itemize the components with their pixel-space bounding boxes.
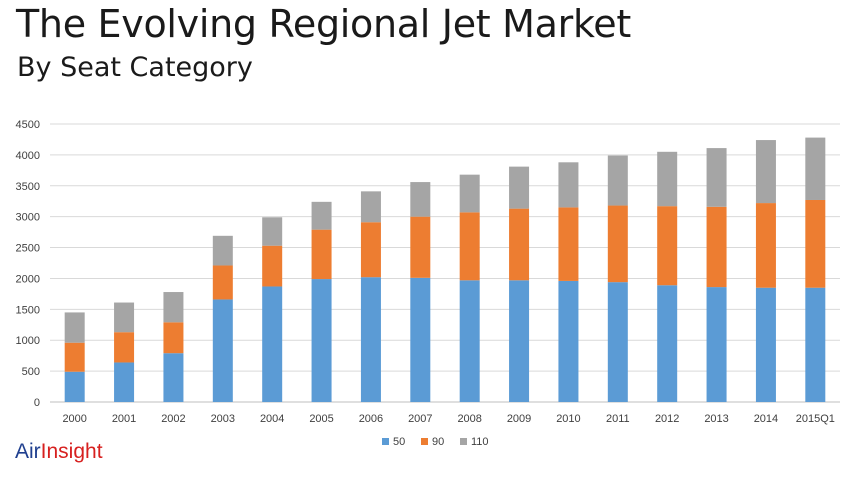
bar-50-2006 xyxy=(360,277,381,402)
bar-90-2007 xyxy=(410,216,431,278)
bar-90-2002 xyxy=(163,322,184,354)
bar-50-2005 xyxy=(311,279,332,402)
bar-110-2003 xyxy=(212,235,233,266)
bar-90-2015Q1 xyxy=(805,199,826,288)
bar-50-2013 xyxy=(706,287,727,402)
bar-90-2013 xyxy=(706,206,727,288)
bar-50-2011 xyxy=(607,282,628,402)
y-tick-label: 0 xyxy=(34,397,40,409)
x-tick-label: 2004 xyxy=(260,413,284,425)
bar-50-2015Q1 xyxy=(805,287,826,402)
bar-90-2003 xyxy=(212,265,233,300)
bars xyxy=(64,137,826,402)
legend-label-90: 90 xyxy=(432,436,444,448)
bar-90-2014 xyxy=(755,203,776,288)
x-tick-label: 2010 xyxy=(556,413,580,425)
logo-air: Air xyxy=(15,440,41,463)
bar-90-2012 xyxy=(657,206,678,286)
x-tick-label: 2001 xyxy=(112,413,136,425)
x-tick-label: 2011 xyxy=(606,413,630,425)
bar-50-2003 xyxy=(212,299,233,402)
logo-insight: Insight xyxy=(40,440,103,463)
legend-label-50: 50 xyxy=(393,436,405,448)
bar-110-2008 xyxy=(459,174,480,213)
bar-90-2009 xyxy=(509,208,530,281)
bar-110-2004 xyxy=(262,217,283,246)
bar-110-2007 xyxy=(410,182,431,217)
bar-50-2002 xyxy=(163,353,184,402)
y-tick-label: 2500 xyxy=(16,243,40,255)
x-tick-label: 2012 xyxy=(655,413,679,425)
y-tick-label: 2000 xyxy=(16,273,40,285)
bar-50-2014 xyxy=(755,287,776,402)
x-tick-label: 2007 xyxy=(408,413,432,425)
bar-50-2000 xyxy=(64,371,85,402)
bar-90-2008 xyxy=(459,212,480,281)
bar-110-2005 xyxy=(311,201,332,230)
bar-50-2004 xyxy=(262,286,283,402)
bar-110-2012 xyxy=(657,151,678,207)
y-tick-label: 4000 xyxy=(16,150,40,162)
x-axis-tick-labels: 2000 2001 2002 2003 2004 2005 2006 2007 2008 2009… xyxy=(62,413,834,425)
bar-110-2013 xyxy=(706,148,727,207)
bar-90-2006 xyxy=(360,222,381,278)
legend-swatch-110 xyxy=(460,438,467,445)
bar-90-2000 xyxy=(64,342,85,372)
y-tick-label: 4500 xyxy=(16,119,40,131)
bar-50-2010 xyxy=(558,280,579,402)
bar-110-2009 xyxy=(509,166,530,209)
x-tick-label: 2006 xyxy=(359,413,383,425)
y-axis-tick-labels: 0 500 1000 1500 2000 2500 3000 3500 4000 4500 xyxy=(16,119,40,409)
y-tick-label: 1500 xyxy=(16,304,40,316)
chart-subtitle: By Seat Category xyxy=(17,52,253,83)
legend: 50 90 110 xyxy=(382,436,489,448)
bar-50-2007 xyxy=(410,277,431,402)
y-tick-label: 500 xyxy=(22,366,40,378)
bar-90-2011 xyxy=(607,205,628,283)
x-tick-label: 2014 xyxy=(754,413,778,425)
bar-50-2008 xyxy=(459,280,480,402)
y-tick-label: 3000 xyxy=(16,212,40,224)
legend-swatch-50 xyxy=(382,438,389,445)
bar-110-2001 xyxy=(114,302,135,333)
x-tick-label: 2003 xyxy=(211,413,235,425)
bar-50-2012 xyxy=(657,285,678,402)
bar-110-2011 xyxy=(607,155,628,206)
bar-90-2010 xyxy=(558,207,579,281)
y-tick-label: 3500 xyxy=(16,181,40,193)
airinsight-logo: AirInsight xyxy=(15,440,103,464)
bar-110-2014 xyxy=(755,140,776,204)
x-tick-label: 2008 xyxy=(457,413,481,425)
bar-90-2001 xyxy=(114,332,135,363)
x-tick-label: 2005 xyxy=(309,413,333,425)
x-tick-label: 2000 xyxy=(62,413,86,425)
x-tick-label: 2013 xyxy=(704,413,728,425)
bar-90-2004 xyxy=(262,245,283,287)
bar-50-2001 xyxy=(114,362,135,402)
bar-110-2006 xyxy=(360,191,381,223)
bar-90-2005 xyxy=(311,229,332,280)
bar-50-2009 xyxy=(509,280,530,402)
bar-110-2010 xyxy=(558,162,579,208)
legend-swatch-90 xyxy=(421,438,428,445)
bar-110-2000 xyxy=(64,312,85,343)
y-tick-label: 1000 xyxy=(16,335,40,347)
x-tick-label: 2002 xyxy=(161,413,185,425)
bar-110-2015Q1 xyxy=(805,137,826,200)
chart-title: The Evolving Regional Jet Market xyxy=(16,2,631,46)
bar-110-2002 xyxy=(163,292,184,323)
x-tick-label: 2015Q1 xyxy=(796,413,835,425)
legend-label-110: 110 xyxy=(471,436,489,448)
x-tick-label: 2009 xyxy=(507,413,531,425)
